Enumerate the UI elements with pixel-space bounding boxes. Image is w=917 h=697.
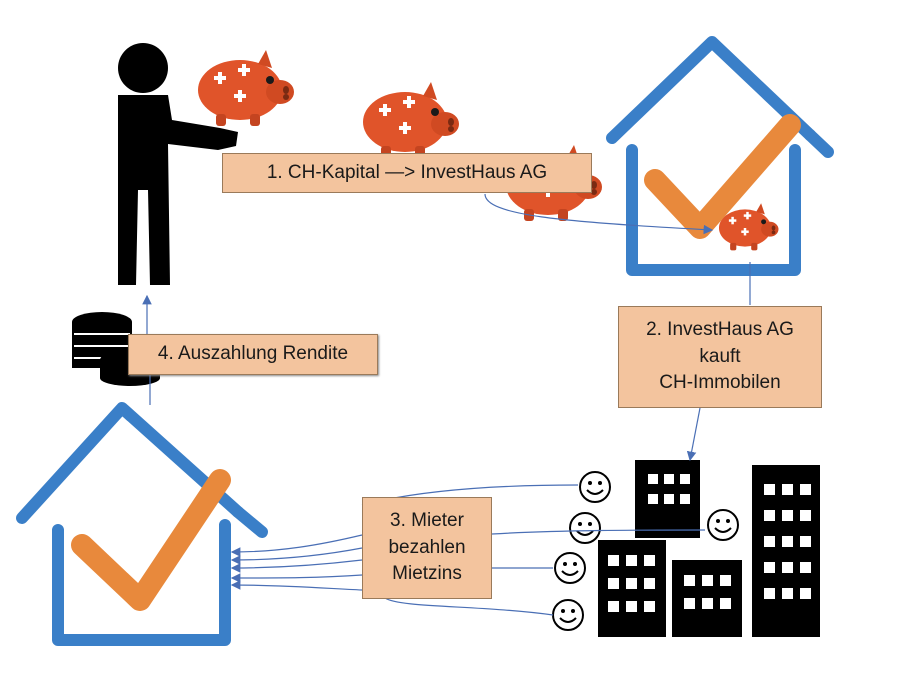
step2-line3: CH-Immobilen (659, 372, 781, 394)
step1-label: 1. CH-Kapital —> InvestHaus AG (222, 153, 592, 193)
connector-step1 (484, 193, 714, 235)
person-icon (118, 43, 238, 285)
connector-rent (230, 573, 363, 583)
step2-line2: kauft (699, 345, 741, 367)
step3-line2: bezahlen (388, 536, 466, 558)
connector-tenant (491, 529, 706, 535)
piggy-bank-icon (198, 50, 294, 126)
connector-rent (230, 559, 363, 573)
step1-text: 1. CH-Kapital —> InvestHaus AG (266, 161, 548, 183)
smiley-icon (569, 512, 601, 544)
step4-text: 4. Auszahlung Rendite (157, 343, 349, 365)
smiley-icon (579, 471, 611, 503)
connector-step2-to-buildings (686, 407, 701, 462)
connector-rent (230, 580, 363, 591)
house-check-icon (16, 402, 268, 646)
step2-label: 2. InvestHaus AG kauft CH-Immobilen (618, 306, 822, 408)
step4-label: 4. Auszahlung Rendite (128, 334, 378, 375)
step3-label: 3. Mieter bezahlen Mietzins (362, 497, 492, 599)
step2-line1: 2. InvestHaus AG (646, 319, 794, 341)
buildings-icon (598, 460, 820, 637)
piggy-bank-icon (363, 82, 459, 158)
smiley-icon (552, 599, 584, 631)
smiley-icon (554, 552, 586, 584)
step3-line1: 3. Mieter (390, 510, 464, 532)
connector-rent (230, 534, 363, 557)
connector-rent (230, 547, 363, 565)
smiley-icon (707, 509, 739, 541)
connector-tenant (384, 597, 554, 616)
step3-line3: Mietzins (392, 563, 462, 585)
house-check-icon (606, 36, 834, 276)
